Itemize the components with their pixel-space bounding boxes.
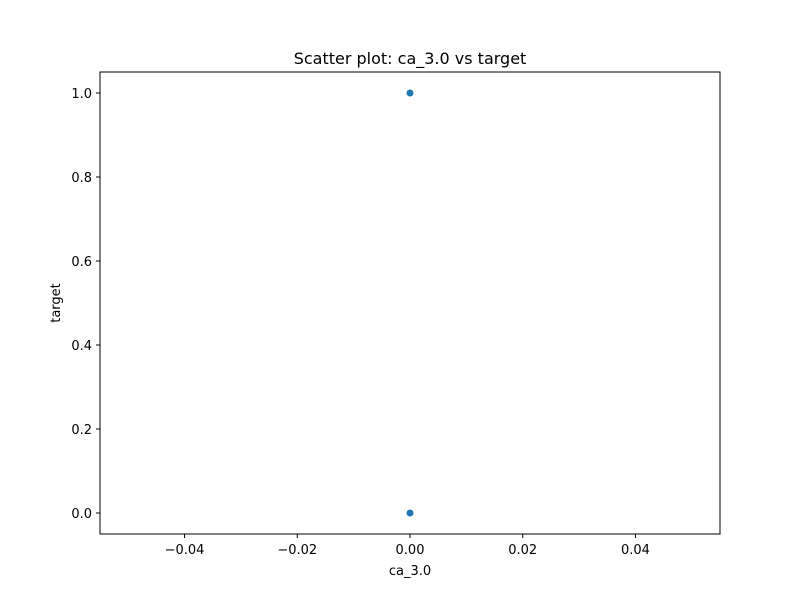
y-tick-label: 0.4 xyxy=(71,339,92,354)
y-tick-label: 0.0 xyxy=(71,507,92,522)
y-axis-label: target xyxy=(49,283,64,323)
scatter-point xyxy=(406,89,414,97)
scatter-point xyxy=(406,509,414,517)
x-axis: −0.04 −0.02 0.00 0.02 0.04 xyxy=(165,534,650,558)
x-tick-label: −0.04 xyxy=(165,543,205,558)
y-tick-label: 0.6 xyxy=(71,255,92,270)
chart-title: Scatter plot: ca_3.0 vs target xyxy=(294,49,527,69)
x-tick-label: 0.04 xyxy=(621,543,650,558)
y-tick-label: 1.0 xyxy=(71,87,92,102)
plot-area xyxy=(99,71,721,535)
y-tick-label: 0.2 xyxy=(71,423,92,438)
data-points xyxy=(406,89,414,517)
y-axis: 0.0 0.2 0.4 0.6 0.8 1.0 xyxy=(71,87,100,522)
x-axis-label: ca_3.0 xyxy=(389,564,431,579)
x-tick-label: 0.02 xyxy=(508,543,537,558)
y-tick-label: 0.8 xyxy=(71,171,92,186)
x-tick-label: −0.02 xyxy=(277,543,317,558)
x-tick-label: 0.00 xyxy=(396,543,425,558)
